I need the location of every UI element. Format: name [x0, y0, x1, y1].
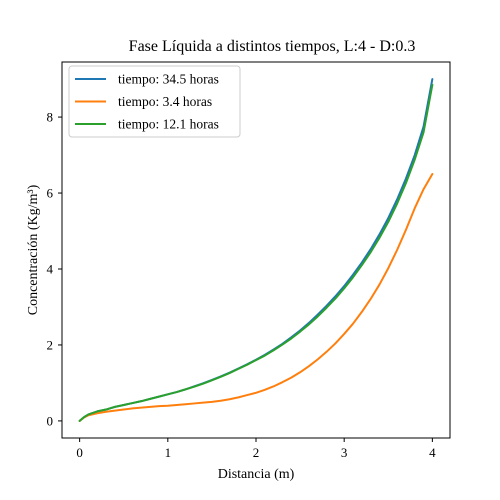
y-tick-label: 6 [47, 186, 54, 201]
legend-label-1: tiempo: 3.4 horas [118, 94, 212, 109]
y-tick-label: 4 [47, 261, 54, 276]
legend-label-0: tiempo: 34.5 horas [118, 72, 219, 87]
x-tick-label: 0 [76, 445, 83, 460]
x-tick-label: 3 [341, 445, 348, 460]
series-line-1 [78, 173, 434, 422]
y-tick-label: 2 [47, 337, 54, 352]
y-tick-label: 8 [47, 110, 54, 125]
ticks-layer: 0 1 2 3 4 0 2 4 6 8 [47, 110, 437, 460]
legend: tiempo: 34.5 horas tiempo: 3.4 horas tiemp… [68, 65, 241, 138]
x-axis-label: Distancia (m) [218, 467, 295, 482]
legend-box [68, 65, 241, 138]
series-layer [78, 78, 434, 422]
x-tick-label: 1 [165, 445, 172, 460]
series-line-2 [78, 83, 434, 422]
x-tick-label: 4 [429, 445, 436, 460]
y-tick-label: 0 [47, 413, 54, 428]
chart-title: Fase Líquida a distintos tiempos, L:4 - … [129, 38, 416, 55]
x-tick-label: 2 [253, 445, 260, 460]
y-axis-label: Concentración (Kg/m³) [26, 184, 41, 315]
legend-label-2: tiempo: 12.1 horas [118, 117, 219, 132]
